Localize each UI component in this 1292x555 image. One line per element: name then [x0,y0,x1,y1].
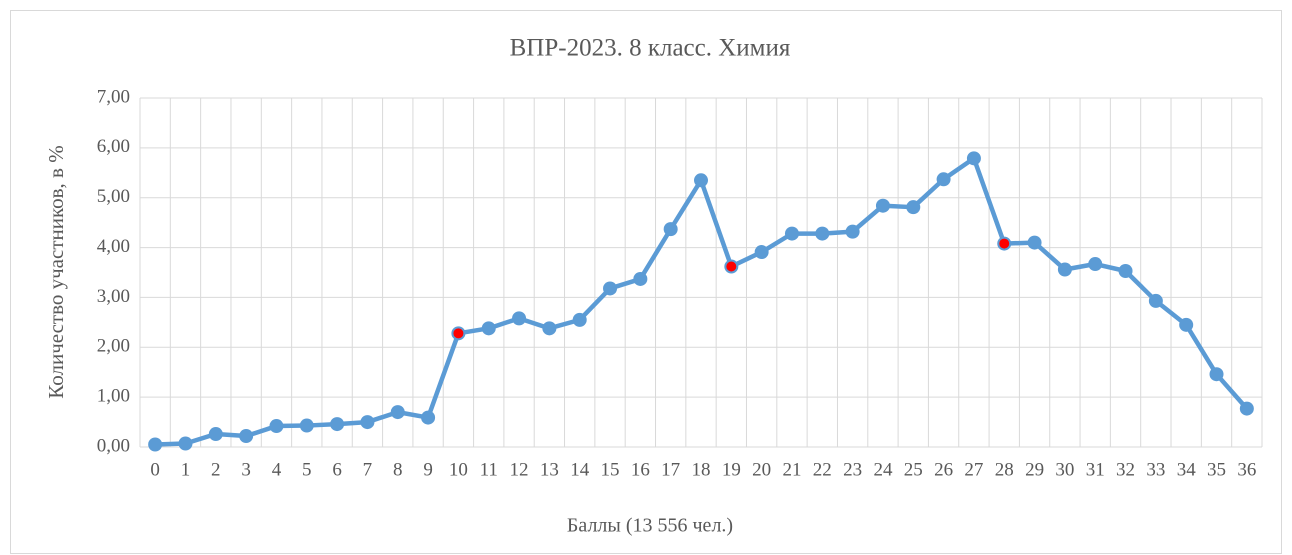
x-tick-label: 17 [661,459,680,480]
data-point [1239,401,1254,416]
data-point [1209,367,1224,382]
data-point [966,151,981,166]
data-point [390,405,405,420]
data-point [512,311,527,326]
x-tick-label: 31 [1086,459,1105,480]
data-point [208,427,223,442]
data-point [1057,262,1072,277]
data-point [724,259,739,274]
data-point [936,172,951,187]
data-point [421,410,436,425]
x-tick-label: 36 [1237,459,1256,480]
data-point [239,429,254,444]
x-tick-label: 15 [601,459,620,480]
x-tick-label: 30 [1055,459,1074,480]
x-tick-label: 18 [692,459,711,480]
data-point [603,281,618,296]
x-tick-label: 19 [722,459,741,480]
x-tick-label: 33 [1146,459,1165,480]
x-tick-label: 21 [782,459,801,480]
x-tick-label: 24 [873,459,893,480]
x-tick-label: 9 [423,459,433,480]
data-point [451,326,466,341]
x-tick-label: 34 [1177,459,1197,480]
y-tick-label: 0,00 [97,435,130,456]
data-point [178,436,193,451]
x-tick-label: 25 [904,459,923,480]
y-tick-label: 2,00 [97,336,130,357]
data-point [875,198,890,213]
y-tick-label: 7,00 [97,86,130,107]
x-tick-label: 0 [150,459,160,480]
data-point [906,200,921,215]
x-tick-label: 28 [995,459,1014,480]
x-tick-label: 32 [1116,459,1135,480]
x-tick-label: 13 [540,459,559,480]
x-tick-label: 4 [272,459,282,480]
x-tick-label: 14 [570,459,590,480]
data-point [1027,235,1042,250]
data-point [360,415,375,430]
x-tick-label: 8 [393,459,403,480]
y-axis-label: Количество участников, в % [44,145,68,398]
x-tick-label: 23 [843,459,862,480]
x-tick-label: 26 [934,459,953,480]
x-tick-label: 12 [510,459,529,480]
x-tick-label: 10 [449,459,468,480]
x-tick-label: 22 [813,459,832,480]
data-point [330,417,345,432]
y-tick-label: 6,00 [97,136,130,157]
x-tick-label: 29 [1025,459,1044,480]
y-tick-label: 1,00 [97,386,130,407]
data-point [481,321,496,336]
data-point [815,226,830,241]
x-tick-label: 1 [181,459,191,480]
data-point [663,222,678,237]
data-point [1088,257,1103,272]
x-tick-label: 7 [363,459,373,480]
x-tick-label: 11 [480,459,498,480]
data-point [1148,293,1163,308]
data-point [754,245,769,260]
y-tick-label: 5,00 [97,186,130,207]
data-point [148,437,163,452]
data-point [1118,264,1133,279]
x-tick-label: 2 [211,459,221,480]
data-point [1179,317,1194,332]
x-tick-label: 16 [631,459,650,480]
x-tick-label: 20 [752,459,771,480]
data-point [997,236,1012,251]
x-tick-label: 35 [1207,459,1226,480]
data-point [572,312,587,327]
y-tick-label: 3,00 [97,286,130,307]
x-tick-label: 27 [964,459,983,480]
x-tick-label: 3 [241,459,251,480]
y-tick-label: 4,00 [97,236,130,257]
data-point [269,419,284,434]
data-point [845,224,860,239]
data-point [299,418,314,433]
x-tick-label: 6 [332,459,342,480]
data-point [694,173,708,188]
chart-title: ВПР-2023. 8 класс. Химия [510,35,791,62]
data-point [784,226,799,241]
x-axis-label: Баллы (13 556 чел.) [567,515,733,537]
x-tick-label: 5 [302,459,312,480]
data-point [542,321,557,336]
data-point [633,271,648,286]
